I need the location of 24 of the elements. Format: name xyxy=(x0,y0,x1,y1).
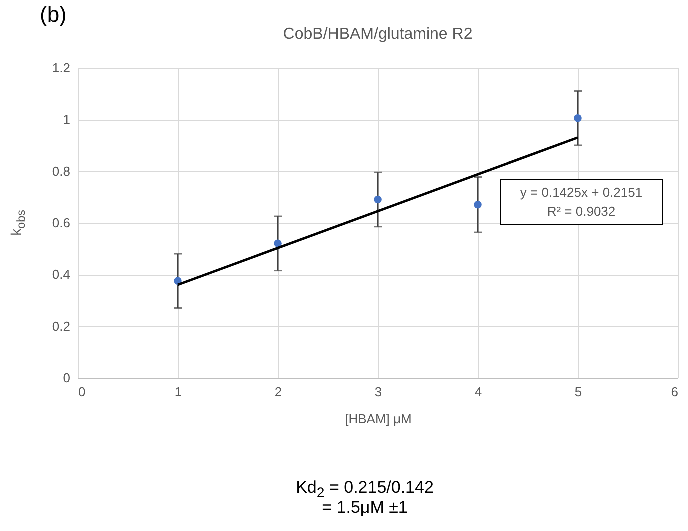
x-tick-label: 3 xyxy=(374,384,382,400)
y-tick-label: 0.2 xyxy=(52,318,70,334)
y-tick-label: 0 xyxy=(63,370,70,386)
point xyxy=(574,114,582,122)
y-tick-label: 1.2 xyxy=(52,60,70,76)
x-tick-label: 2 xyxy=(274,384,282,400)
text: (b) xyxy=(40,2,67,28)
y-tick-label: 0.8 xyxy=(52,164,70,179)
y-tick-label: 1 xyxy=(63,112,70,128)
x-tick-label: 1 xyxy=(174,384,182,400)
y-tick-label: 0.4 xyxy=(52,267,70,282)
point xyxy=(274,240,282,248)
point xyxy=(474,201,482,209)
x-tick-label: 6 xyxy=(671,384,678,400)
annotation: R² = 0.9032 xyxy=(546,203,617,222)
x-tick-label: 4 xyxy=(474,384,482,400)
text-box: y = 0.1425x + 0.2151 R² = 0.9032 xyxy=(500,179,663,226)
x-tick-label: 5 xyxy=(574,384,582,400)
annotation: y = 0.1425x + 0.2151 xyxy=(519,184,644,202)
point xyxy=(374,196,382,204)
x-axis-title: [HBAM] μM xyxy=(345,412,412,426)
chart-title: CobB/HBAM/glutamine R2 xyxy=(283,26,473,43)
x-tick-label: 0 xyxy=(78,384,86,400)
y-tick-label: 0.6 xyxy=(52,216,70,230)
